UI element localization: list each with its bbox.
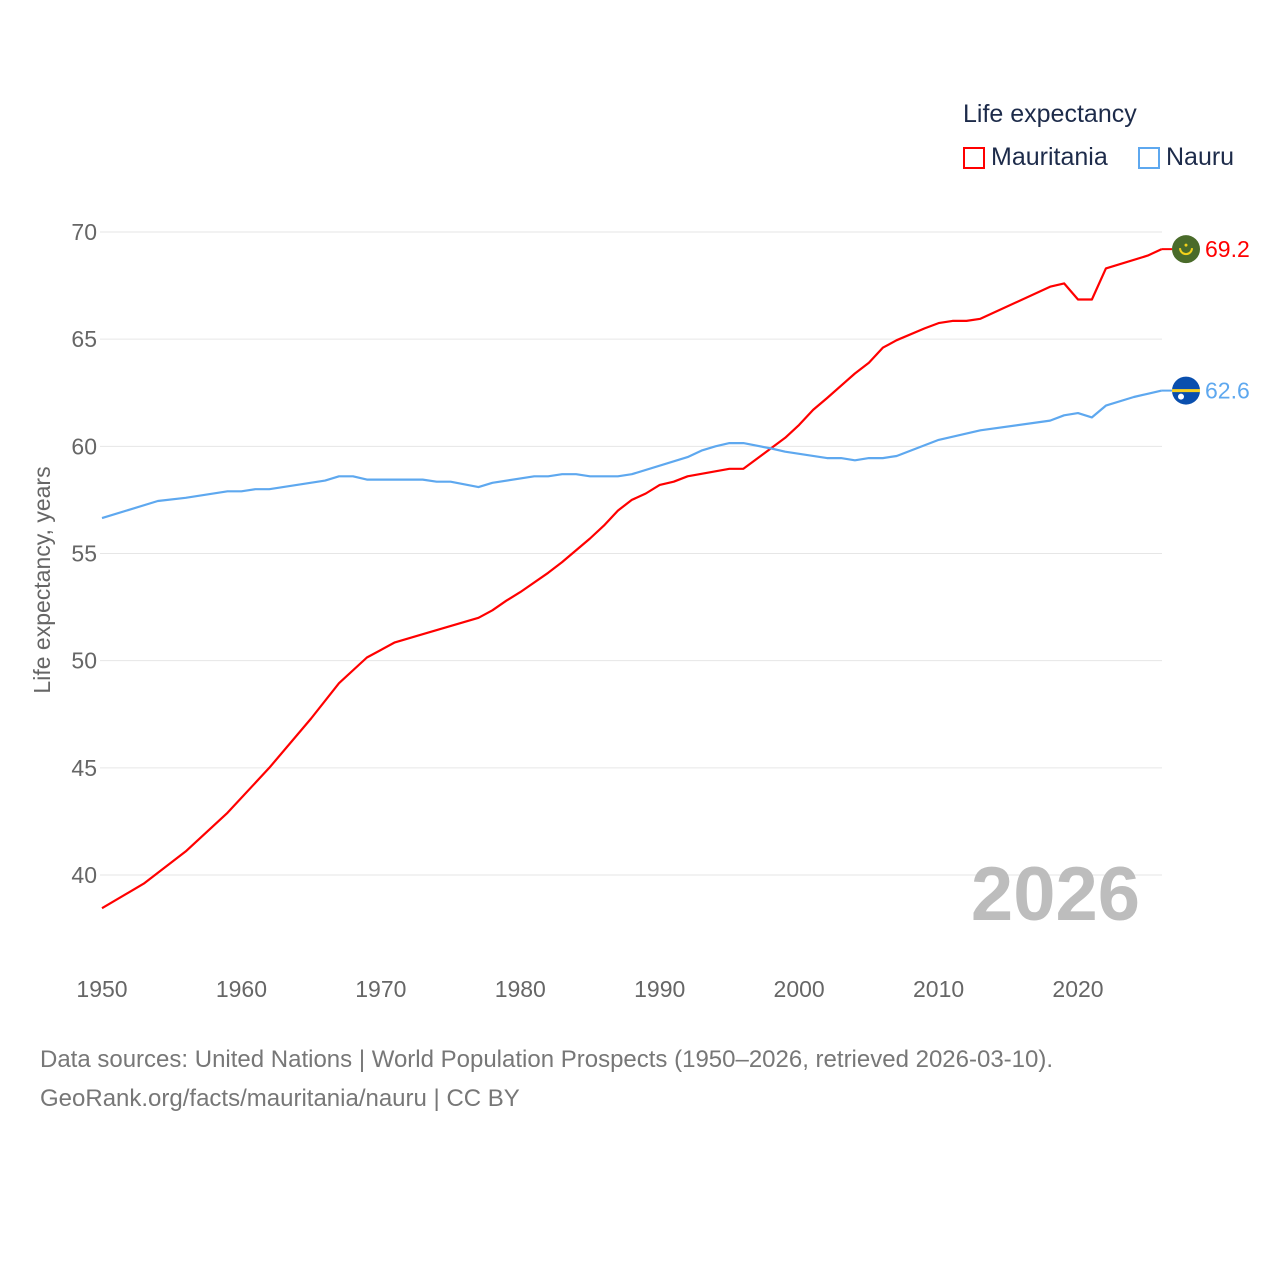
legend-title: Life expectancy: [963, 100, 1137, 128]
y-tick-label: 50: [71, 648, 97, 674]
x-tick-label: 1970: [355, 976, 406, 1002]
y-axis-ticks: 40 45 50 55 60 65 70: [71, 219, 97, 888]
current-year-watermark: 2026: [971, 852, 1140, 937]
y-tick-label: 55: [71, 541, 97, 567]
legend-item-mauritania[interactable]: Mauritania: [963, 143, 1108, 172]
data-sources-text: Data sources: United Nations | World Pop…: [40, 1046, 1054, 1073]
x-tick-label: 1950: [76, 976, 127, 1002]
series-line-nauru[interactable]: [101, 389, 1162, 520]
gridlines: [100, 231, 1162, 876]
x-tick-label: 2000: [774, 976, 825, 1002]
x-tick-label: 1990: [634, 976, 685, 1002]
y-tick-label: 40: [71, 862, 97, 888]
y-tick-label: 60: [71, 433, 97, 459]
y-axis-label: Life expectancy, years: [29, 466, 55, 693]
y-tick-label: 45: [71, 755, 97, 781]
series-line-mauritania[interactable]: [101, 248, 1163, 910]
legend-label: Mauritania: [991, 143, 1108, 171]
x-tick-label: 2020: [1052, 976, 1103, 1002]
legend-item-nauru[interactable]: Nauru: [1138, 143, 1234, 172]
attribution-link[interactable]: GeoRank.org/facts/mauritania/nauru | CC …: [40, 1085, 520, 1112]
x-tick-label: 1960: [216, 976, 267, 1002]
x-tick-label: 2010: [913, 976, 964, 1002]
legend-swatch: [1138, 146, 1160, 169]
y-tick-label: 65: [71, 326, 97, 352]
end-value-label: 69.2: [1205, 236, 1250, 262]
x-axis-ticks: 1950 1960 1970 1980 1990 2000 2010 2020: [76, 976, 1103, 1002]
y-tick-label: 70: [71, 219, 97, 245]
x-tick-label: 1980: [495, 976, 546, 1002]
series-end-markers: 69.2 62.6: [1161, 235, 1250, 405]
flag-nauru-icon: [1172, 376, 1200, 405]
legend-label: Nauru: [1166, 143, 1235, 171]
series-lines: [101, 248, 1163, 910]
flag-mauritania-icon: [1172, 235, 1200, 264]
end-value-label: 62.6: [1205, 378, 1250, 404]
legend-swatch: [963, 146, 985, 169]
